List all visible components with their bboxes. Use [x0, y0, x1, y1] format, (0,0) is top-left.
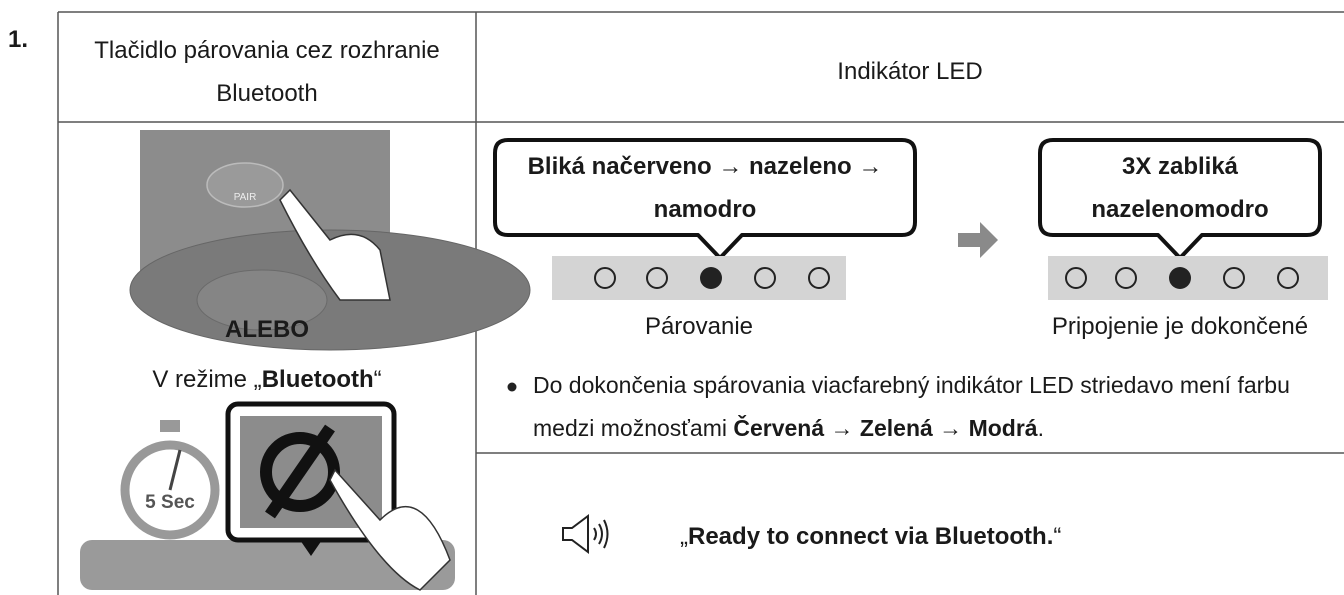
next-arrow: [958, 222, 998, 258]
text-bold: Bluetooth: [261, 366, 374, 393]
text-bold: Zelená: [859, 415, 933, 441]
led-strips: [552, 256, 1328, 300]
bullet: [507, 382, 517, 392]
led-label: Pripojenie je dokončené: [1051, 313, 1309, 340]
text-bold: Modrá: [968, 415, 1038, 441]
callout-text: Bliká načerveno → nazeleno → namodro: [527, 153, 883, 223]
mode-text: V režime „Bluetooth“: [58, 358, 476, 401]
header-cell: Tlačidlo párovania cez rozhranie Bluetoo…: [94, 37, 440, 107]
note: Do dokončenia spárovania viacfarebný ind…: [533, 364, 1341, 450]
text: →: [824, 415, 860, 441]
step-number: 1.: [8, 26, 29, 53]
pair-label: PAIR: [234, 192, 257, 203]
text: “: [1053, 523, 1062, 550]
pair-illustration: [129, 130, 531, 351]
voice-text: „Ready to connect via Bluetooth.“: [680, 515, 1061, 558]
timer-label: 5 Sec: [145, 492, 195, 513]
callouts: [493, 138, 1322, 260]
led-label: Párovanie: [644, 313, 754, 340]
callout-text: 3X zabliká nazelenomodro: [1091, 153, 1269, 223]
text: V režime „: [152, 366, 262, 393]
text-bold: Ready to connect via Bluetooth.: [688, 523, 1054, 550]
header-cell: Indikátor LED: [837, 58, 983, 85]
text: “: [373, 366, 382, 393]
speaker-icon: [562, 514, 609, 554]
text: .: [1037, 415, 1044, 441]
text-bold: Červená: [733, 415, 825, 441]
or-text: ALEBO: [225, 316, 309, 343]
text: Do dokončenia spárovania viacfarebný ind…: [533, 372, 1290, 441]
text: „: [680, 523, 688, 550]
hold-illustration: [80, 401, 455, 591]
text: →: [932, 415, 969, 441]
